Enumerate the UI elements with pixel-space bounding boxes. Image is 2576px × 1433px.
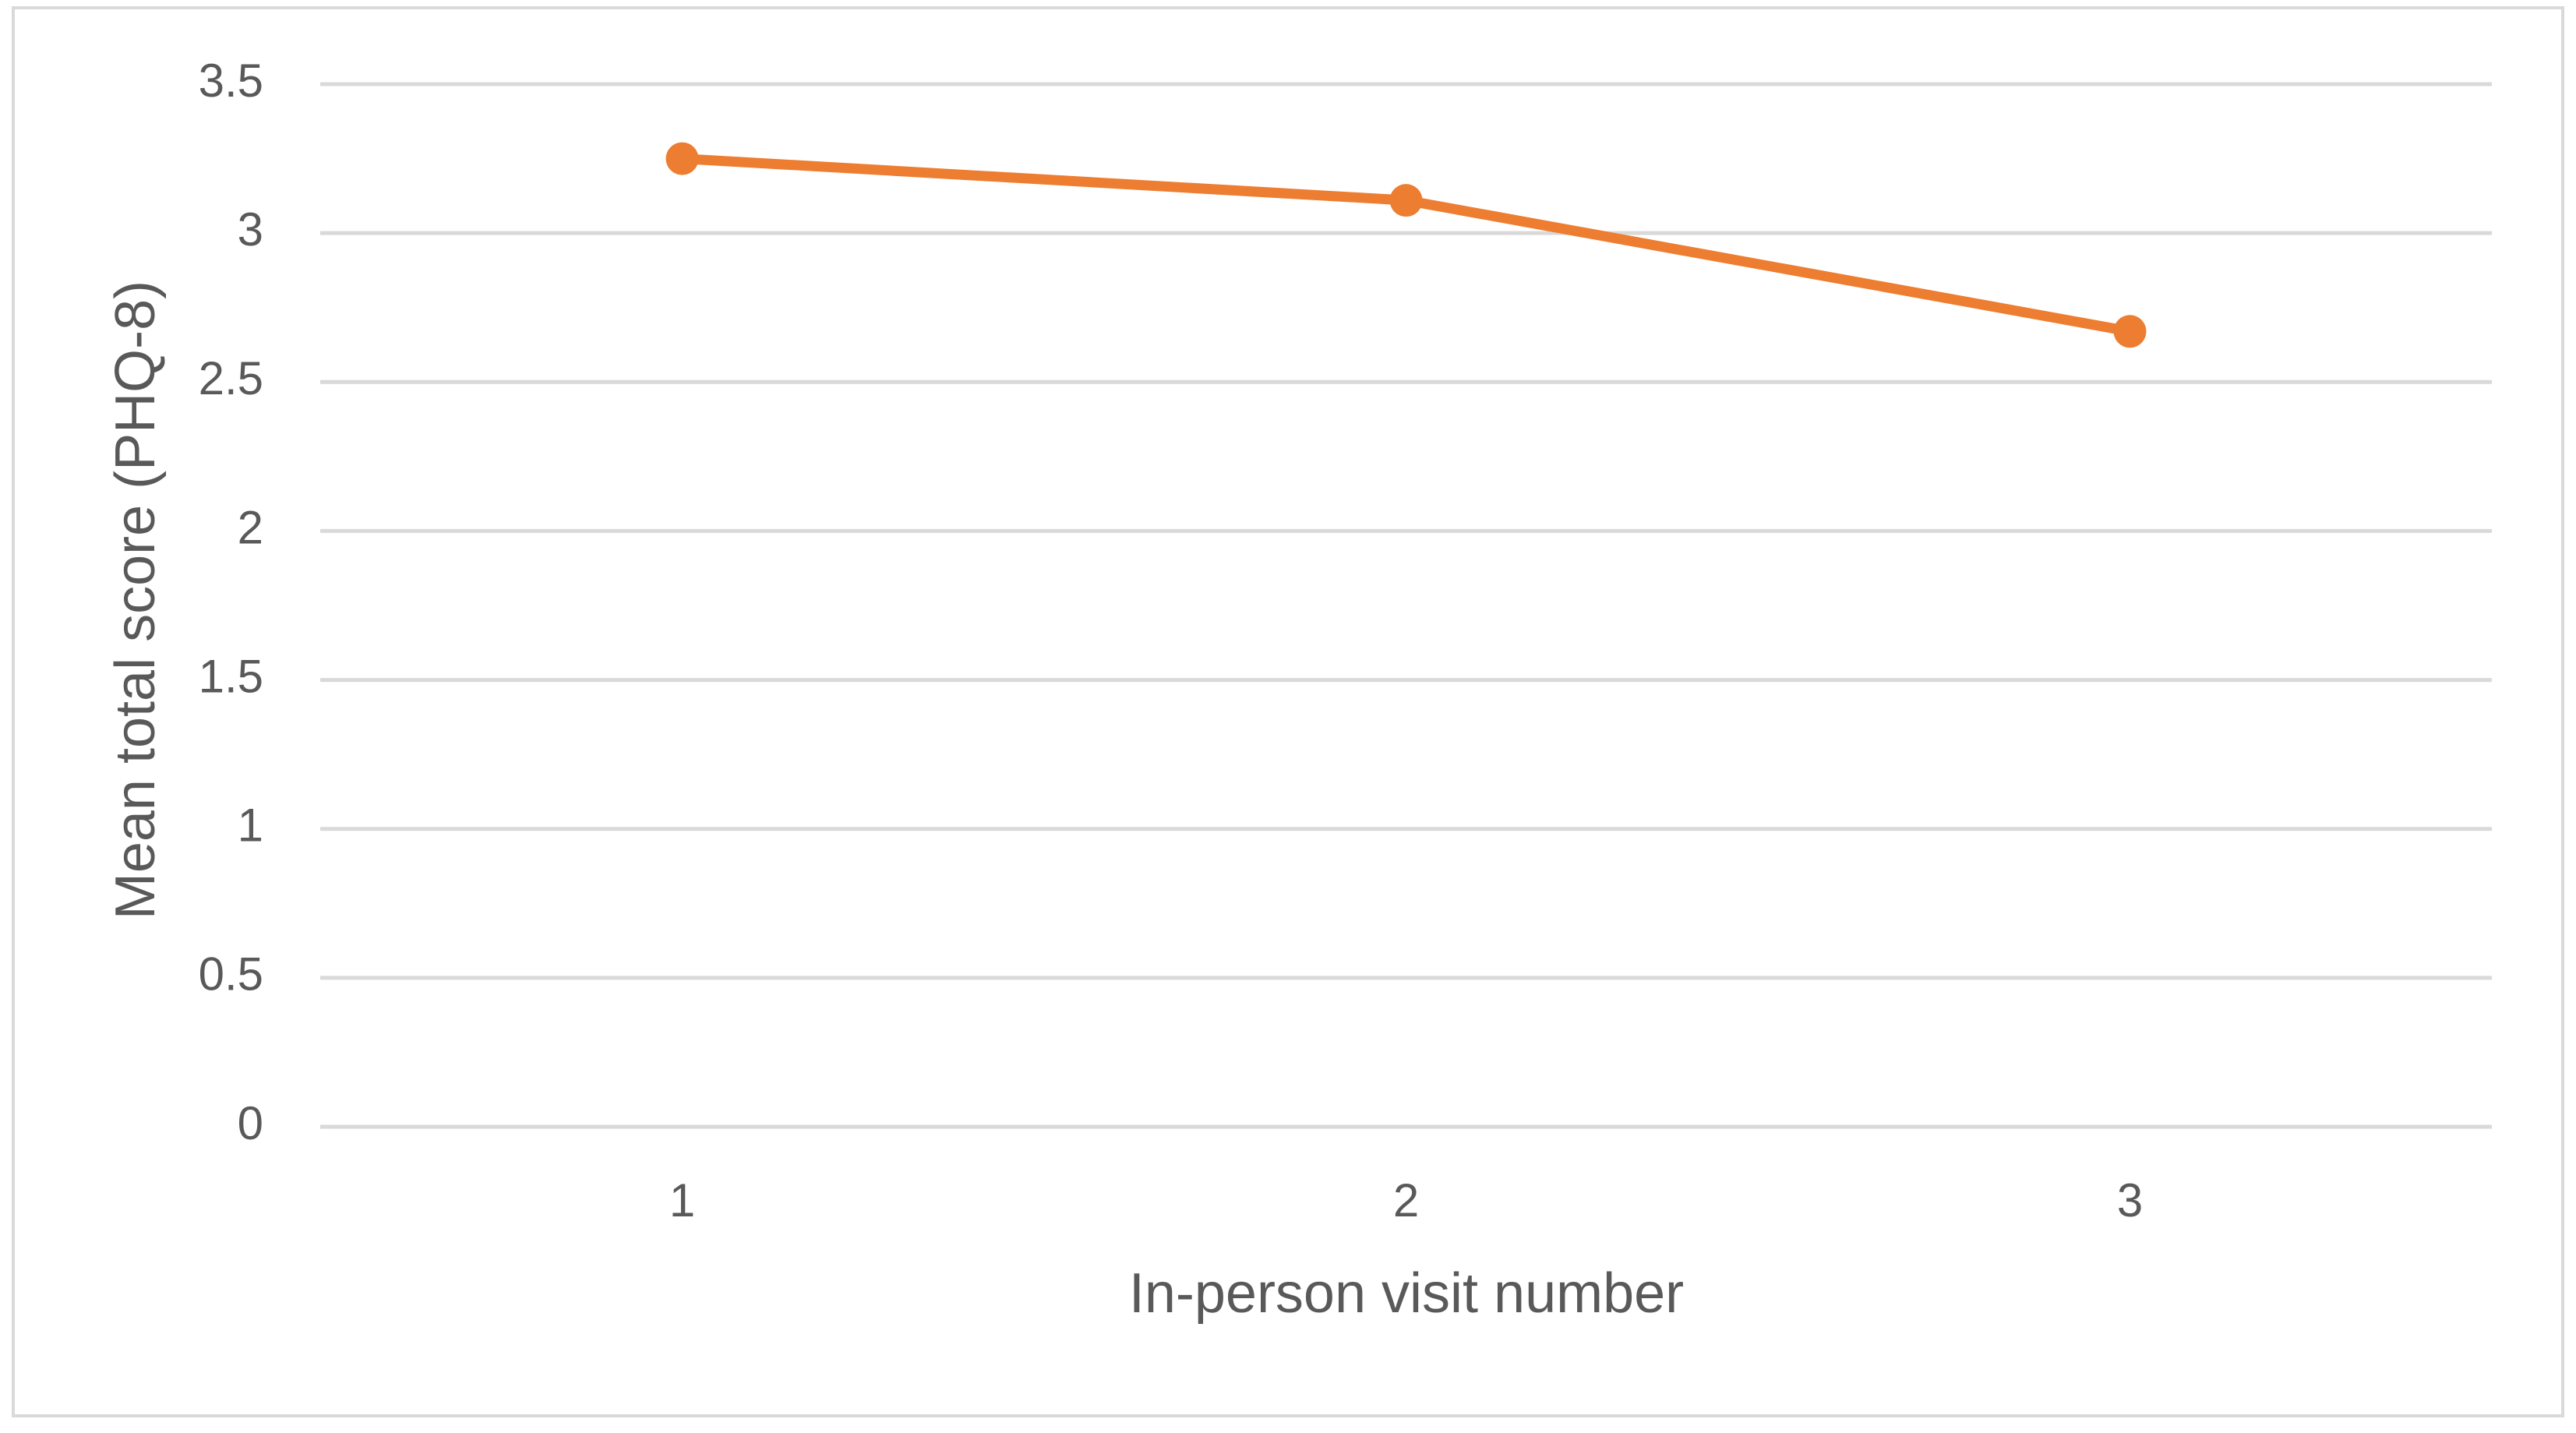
y-tick-label: 3.5 <box>199 55 263 107</box>
y-axis-title: Mean total score (PHQ-8) <box>104 281 167 919</box>
y-tick-label: 2.5 <box>199 352 263 404</box>
x-tick-label: 1 <box>669 1174 695 1227</box>
point <box>2113 315 2147 348</box>
x-tick-label: 2 <box>1393 1174 1419 1227</box>
x-tick-label: 3 <box>2117 1174 2143 1227</box>
y-tick-label: 0 <box>238 1097 263 1149</box>
y-tick-label: 1.5 <box>199 650 263 702</box>
y-tick-label: 3 <box>238 203 263 256</box>
point <box>665 142 699 175</box>
chart-frame <box>12 6 2564 1417</box>
y-tick-label: 0.5 <box>199 948 263 1001</box>
x-axis-title: In-person visit number <box>1129 1262 1684 1325</box>
y-tick-label: 1 <box>238 799 263 852</box>
point <box>1389 184 1423 217</box>
y-tick-label: 2 <box>238 501 263 553</box>
